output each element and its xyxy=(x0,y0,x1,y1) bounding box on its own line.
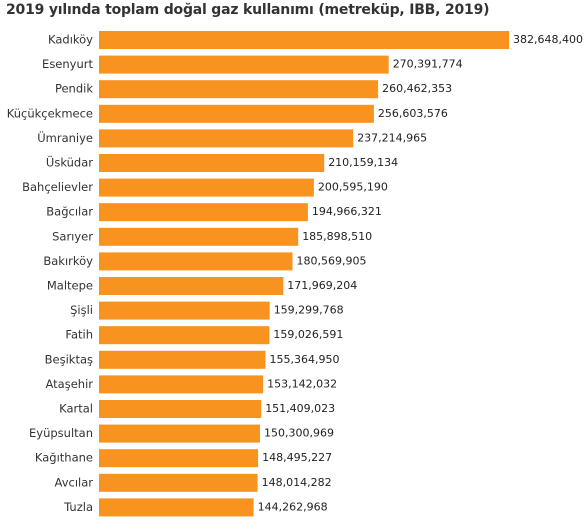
value-label: 260,462,353 xyxy=(382,82,452,95)
category-label: Fatih xyxy=(65,328,93,342)
value-label: 159,026,591 xyxy=(273,328,343,341)
bar xyxy=(99,375,264,394)
value-label: 180,569,905 xyxy=(297,254,367,267)
value-label: 185,898,510 xyxy=(302,230,372,243)
category-label: Üsküdar xyxy=(46,154,93,170)
value-label: 153,142,032 xyxy=(267,377,337,390)
bar xyxy=(99,31,509,49)
value-label: 159,299,768 xyxy=(274,304,344,317)
value-label: 256,603,576 xyxy=(378,107,448,120)
value-label: 155,364,950 xyxy=(270,353,340,366)
bar xyxy=(99,55,389,74)
bar xyxy=(99,400,262,418)
value-label: 200,595,190 xyxy=(318,181,388,194)
category-label: Bağcılar xyxy=(46,205,93,219)
category-label: Eyüpsultan xyxy=(29,426,93,440)
category-label: Ataşehir xyxy=(46,377,94,391)
value-label: 171,969,204 xyxy=(287,279,357,292)
bar xyxy=(99,129,354,148)
category-label: Avcılar xyxy=(55,475,94,489)
bar xyxy=(99,326,270,345)
bar xyxy=(99,424,260,443)
category-label: Bakırköy xyxy=(43,254,93,268)
bar xyxy=(99,252,293,271)
bar xyxy=(99,203,308,222)
bar xyxy=(99,301,270,320)
category-label: Sarıyer xyxy=(52,229,93,243)
value-label: 270,391,774 xyxy=(393,58,463,71)
bar xyxy=(99,350,266,369)
value-label: 237,214,965 xyxy=(357,131,427,144)
bar xyxy=(99,227,299,246)
bar xyxy=(99,449,259,468)
category-label: Pendik xyxy=(55,82,93,96)
category-label: Esenyurt xyxy=(42,57,93,71)
category-label: Bahçelievler xyxy=(22,180,93,194)
bar xyxy=(99,498,254,517)
category-label: Küçükçekmece xyxy=(7,106,93,120)
bar xyxy=(99,178,314,197)
value-label: 150,300,969 xyxy=(264,427,334,440)
category-label: Beşiktaş xyxy=(45,352,93,366)
bar xyxy=(99,277,284,295)
category-label: Kadıköy xyxy=(48,33,93,47)
category-label: Kartal xyxy=(59,402,93,416)
category-label: Ümraniye xyxy=(37,129,93,145)
bar xyxy=(99,80,379,99)
value-label: 210,159,134 xyxy=(328,156,398,169)
value-label: 148,495,227 xyxy=(262,451,332,464)
value-label: 194,966,321 xyxy=(312,205,382,218)
value-label: 148,014,282 xyxy=(262,476,332,489)
bar xyxy=(99,154,325,172)
category-label: Maltepe xyxy=(47,279,93,293)
bar xyxy=(99,104,374,123)
value-label: 144,262,968 xyxy=(258,500,328,513)
value-label: 382,648,400 xyxy=(513,33,583,46)
bar xyxy=(99,473,258,492)
chart-title: 2019 yılında toplam doğal gaz kullanımı … xyxy=(6,2,490,18)
category-label: Şişli xyxy=(70,303,93,317)
value-label: 151,409,023 xyxy=(265,402,335,415)
category-label: Kağıthane xyxy=(35,451,93,465)
category-label: Tuzla xyxy=(63,500,93,514)
